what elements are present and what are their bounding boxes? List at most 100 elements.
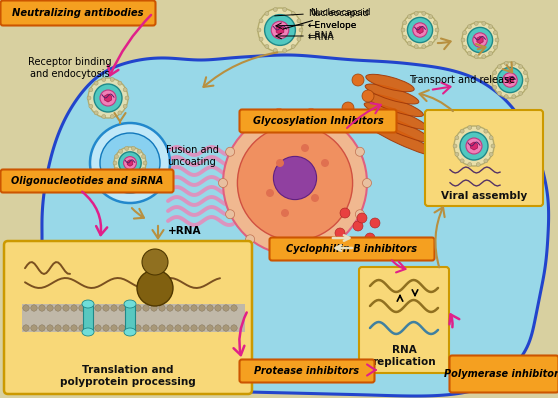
Circle shape [94, 84, 122, 112]
Circle shape [142, 154, 146, 158]
Text: Polymerase inhibitors: Polymerase inhibitors [444, 369, 558, 379]
Circle shape [123, 88, 127, 92]
Circle shape [119, 152, 141, 174]
Circle shape [474, 55, 478, 59]
Circle shape [215, 305, 221, 311]
FancyBboxPatch shape [425, 110, 543, 206]
Circle shape [264, 15, 295, 45]
Ellipse shape [366, 74, 414, 92]
Circle shape [231, 305, 237, 311]
Circle shape [335, 243, 345, 253]
Bar [125, 306, 135, 330]
Circle shape [512, 95, 516, 99]
Circle shape [521, 111, 525, 115]
Circle shape [225, 147, 234, 156]
Circle shape [113, 161, 117, 165]
Text: Viral assembly: Viral assembly [441, 191, 527, 201]
Circle shape [463, 31, 466, 35]
Circle shape [94, 81, 98, 85]
Text: Fusion and
uncoating: Fusion and uncoating [166, 145, 218, 167]
Circle shape [119, 149, 123, 153]
Circle shape [95, 325, 101, 331]
Circle shape [114, 168, 118, 172]
Circle shape [79, 325, 85, 331]
Circle shape [31, 325, 37, 331]
Circle shape [370, 218, 380, 228]
Circle shape [525, 78, 529, 82]
Circle shape [135, 305, 141, 311]
Circle shape [355, 210, 364, 219]
Circle shape [191, 325, 197, 331]
Ellipse shape [124, 328, 136, 336]
Circle shape [476, 162, 480, 166]
Circle shape [124, 156, 136, 170]
Circle shape [265, 45, 269, 49]
Ellipse shape [364, 103, 428, 129]
Circle shape [434, 35, 437, 39]
Circle shape [167, 305, 173, 311]
Circle shape [94, 111, 98, 115]
Circle shape [523, 86, 527, 90]
Circle shape [273, 49, 277, 53]
Circle shape [31, 305, 37, 311]
Text: Nucleocapsid: Nucleocapsid [283, 8, 371, 29]
Text: +RNA: +RNA [168, 226, 201, 236]
Circle shape [87, 325, 93, 331]
Ellipse shape [82, 328, 94, 336]
Circle shape [503, 73, 517, 87]
Circle shape [532, 119, 536, 123]
Circle shape [131, 146, 136, 150]
Circle shape [102, 78, 106, 82]
Ellipse shape [365, 84, 419, 104]
Circle shape [266, 189, 274, 197]
Circle shape [114, 154, 118, 158]
Circle shape [127, 305, 133, 311]
Circle shape [301, 144, 309, 152]
Circle shape [504, 112, 536, 144]
Circle shape [215, 325, 221, 331]
Circle shape [468, 51, 472, 55]
Circle shape [143, 325, 149, 331]
Circle shape [523, 70, 527, 74]
Circle shape [207, 305, 213, 311]
Circle shape [492, 62, 528, 98]
Circle shape [521, 140, 525, 144]
Polygon shape [104, 94, 112, 102]
Circle shape [311, 194, 319, 202]
Circle shape [455, 152, 459, 156]
Circle shape [497, 67, 523, 93]
Circle shape [361, 236, 375, 250]
Circle shape [137, 173, 141, 177]
Circle shape [257, 28, 261, 32]
Circle shape [504, 119, 508, 123]
FancyBboxPatch shape [450, 355, 558, 392]
Circle shape [476, 125, 480, 129]
Circle shape [183, 325, 189, 331]
Circle shape [407, 15, 411, 19]
Circle shape [102, 115, 106, 119]
Circle shape [453, 144, 457, 148]
Circle shape [495, 38, 499, 42]
Circle shape [493, 70, 497, 74]
Circle shape [55, 305, 61, 311]
Text: Neutralizing antibodies: Neutralizing antibodies [12, 8, 144, 18]
Ellipse shape [364, 111, 432, 142]
Text: Receptor binding
and endocytosis: Receptor binding and endocytosis [28, 57, 112, 79]
Circle shape [503, 126, 507, 130]
Circle shape [297, 37, 301, 41]
Circle shape [362, 90, 374, 102]
Text: Oligonucleotides and siRNA: Oligonucleotides and siRNA [11, 176, 163, 186]
Circle shape [142, 168, 146, 172]
Polygon shape [127, 160, 133, 166]
FancyBboxPatch shape [270, 238, 435, 261]
Circle shape [342, 102, 354, 114]
Circle shape [281, 209, 289, 217]
Circle shape [89, 88, 93, 92]
Circle shape [191, 305, 197, 311]
Circle shape [335, 122, 344, 131]
Circle shape [89, 104, 93, 108]
Circle shape [119, 173, 123, 177]
Text: ←RNA: ←RNA [308, 33, 335, 43]
Circle shape [47, 305, 53, 311]
Circle shape [468, 25, 472, 29]
